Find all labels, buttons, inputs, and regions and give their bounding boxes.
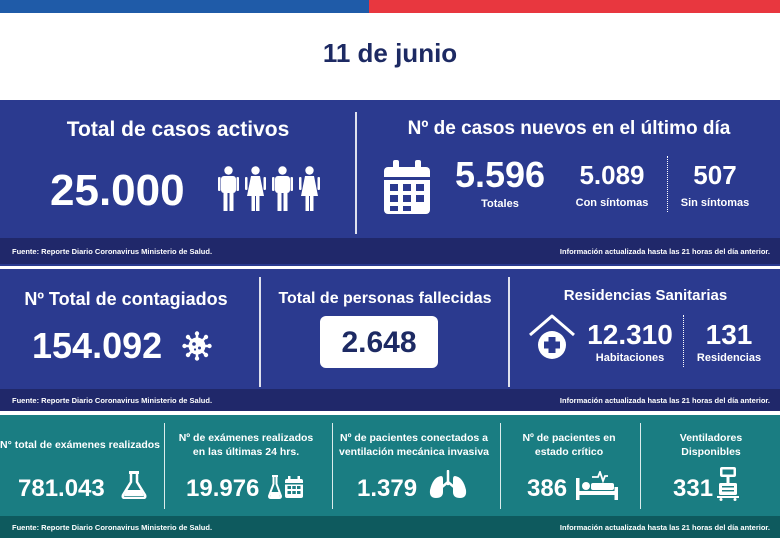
lungs-icon [428,470,468,500]
report-date: 11 de junio [322,38,458,68]
residences-title: Residencias Sanitarias [563,287,728,304]
rooms-label: Habitaciones [595,352,665,364]
asymptomatic-label: Sin síntomas [680,197,750,209]
hospital-bed-icon [576,471,618,501]
deaths-title: Total de personas fallecidas [278,290,492,307]
critical-title-line1: Nº de pacientes en [522,432,616,444]
symptomatic-label: Con síntomas [575,197,649,209]
asymptomatic-value: 507 [693,160,737,190]
divider [683,315,684,367]
flag-blue-stripe [0,0,369,13]
band-exams-patients: N° total de exámenes realizados 781.043 … [0,415,780,538]
woman-icon [245,166,266,211]
house-medical-icon [528,313,576,361]
virus-icon [182,331,212,361]
ventilators-value: 331 [673,475,714,502]
man-icon [272,166,293,211]
ventilated-value: 1.379 [357,475,418,502]
new-cases-total-label: Totales [481,198,519,210]
source-text: Fuente: Reporte Diario Coronavirus Minis… [12,395,213,405]
divider [355,112,357,234]
divider [508,277,510,387]
new-cases-total-value: 5.596 [454,154,546,195]
divider [164,423,165,509]
ventilated-title-line1: Nº de pacientes conectados a [340,432,488,444]
flask-icon [121,471,147,499]
deaths-value: 2.648 [341,326,417,359]
band-active-new-cases: Total de casos activos 25.000 Nº de caso… [0,100,780,266]
residences-label: Residencias [696,352,762,364]
people-icon [218,166,322,212]
flag-bar [0,0,780,13]
critical-title-line2: estado crítico [534,446,604,458]
source-text: Fuente: Reporte Diario Coronavirus Minis… [12,246,213,256]
exams-total-title: N° total de exámenes realizados [0,439,161,451]
infected-value: 154.092 [32,325,163,366]
divider [259,277,261,387]
ventilators-title-line1: Ventiladores [679,432,743,444]
critical-value: 386 [527,475,568,502]
divider [500,423,501,509]
ventilators-title-line2: Disponibles [681,446,741,458]
exams-24h-title-line1: Nº de exámenes realizados [178,432,314,444]
rooms-value: 12.310 [587,319,673,350]
symptomatic-value: 5.089 [579,160,645,190]
ventilated-title-line2: ventilación mecánica invasiva [339,446,489,458]
updated-text: Información actualizada hasta las 21 hor… [559,522,770,532]
band-footer: Fuente: Reporte Diario Coronavirus Minis… [0,238,780,264]
divider [332,423,333,509]
flag-red-stripe [369,0,780,13]
divider [667,156,668,212]
calendar-icon [384,160,430,214]
updated-text: Información actualizada hasta las 21 hor… [559,246,770,256]
woman-icon [299,166,320,211]
infected-title: Nº Total de contagiados [24,289,228,309]
ventilator-icon [717,467,739,501]
flask-calendar-icon [268,475,304,499]
updated-text: Información actualizada hasta las 21 hor… [559,395,770,405]
band-footer: Fuente: Reporte Diario Coronavirus Minis… [0,389,780,411]
divider [640,423,641,509]
new-cases-title: Nº de casos nuevos en el último día [407,118,731,139]
deaths-value-box: 2.648 [320,316,438,368]
exams-total-value: 781.043 [18,475,105,502]
source-text: Fuente: Reporte Diario Coronavirus Minis… [12,522,213,532]
active-cases-title: Total de casos activos [66,118,290,141]
exams-24h-title-line2: en las últimas 24 hrs. [192,446,300,458]
active-cases-value: 25.000 [50,166,185,215]
exams-24h-value: 19.976 [186,475,260,502]
man-icon [218,166,239,211]
band-footer: Fuente: Reporte Diario Coronavirus Minis… [0,516,780,538]
residences-value: 131 [705,319,753,350]
